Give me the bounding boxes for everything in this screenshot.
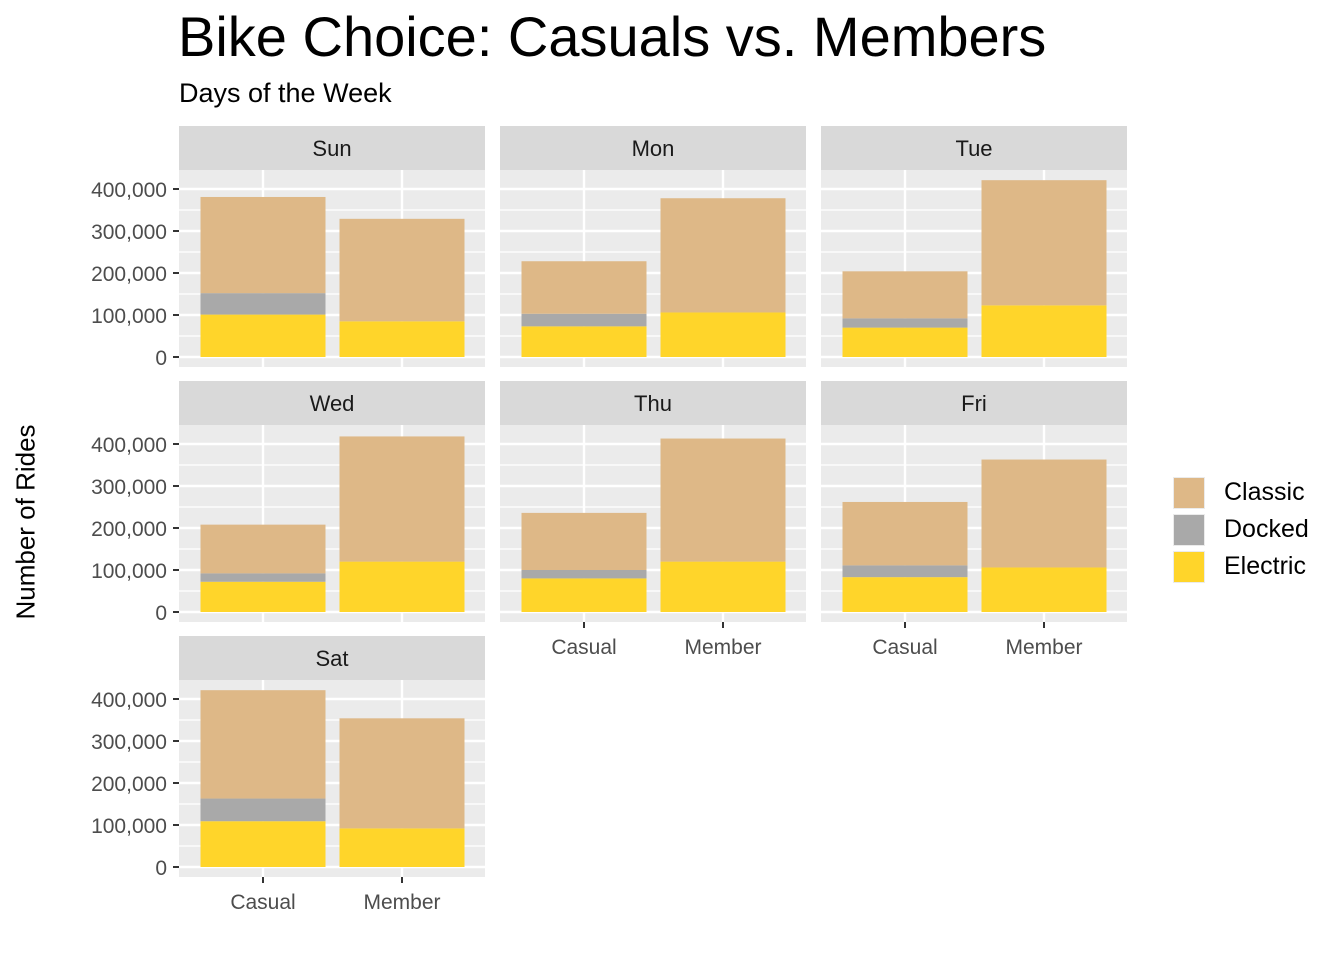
bar-tue-casual-classic: [842, 271, 968, 319]
facet-strip-fri: [821, 381, 1127, 425]
y-tick-label: 200,000: [91, 773, 167, 796]
legend: Classic Docked Electric: [1172, 474, 1309, 585]
bar-thu-casual-classic: [521, 512, 647, 570]
bar-fri-member-classic: [981, 459, 1107, 568]
bar-mon-casual-classic: [521, 261, 647, 314]
x-tick-label: Casual: [230, 891, 295, 914]
facet-label-wed: Wed: [310, 391, 355, 416]
legend-label-electric: Electric: [1224, 552, 1306, 580]
bar-wed-member-electric: [339, 561, 465, 612]
bar-fri-member-electric: [981, 567, 1107, 612]
bar-mon-casual-docked: [521, 313, 647, 327]
facet-label-sun: Sun: [312, 136, 351, 161]
bar-sat-casual-docked: [200, 798, 326, 822]
bar-thu-member-classic: [660, 438, 786, 562]
legend-label-classic: Classic: [1224, 478, 1305, 506]
y-tick-label: 400,000: [91, 434, 167, 457]
legend-swatch-classic: [1172, 475, 1206, 510]
facet-label-mon: Mon: [632, 136, 675, 161]
facet-strip-wed: [179, 381, 485, 425]
y-tick-label: 0: [155, 602, 167, 625]
bar-sun-casual-classic: [200, 196, 326, 294]
facet-label-tue: Tue: [955, 136, 992, 161]
facet-label-thu: Thu: [634, 391, 672, 416]
bar-sun-casual-docked: [200, 293, 326, 315]
y-tick-label: 100,000: [91, 560, 167, 583]
x-tick-label: Member: [684, 636, 761, 659]
bar-sun-casual-electric: [200, 314, 326, 357]
y-tick-label: 0: [155, 857, 167, 880]
facet-strip-mon: [500, 126, 806, 170]
bar-wed-casual-electric: [200, 581, 326, 612]
x-tick-label: Casual: [872, 636, 937, 659]
legend-swatch-docked: [1172, 512, 1206, 547]
bar-tue-member-classic: [981, 180, 1107, 306]
bar-mon-member-classic: [660, 198, 786, 313]
y-tick-label: 0: [155, 347, 167, 370]
bar-tue-casual-docked: [842, 318, 968, 328]
bar-fri-casual-classic: [842, 501, 968, 566]
y-tick-label: 100,000: [91, 305, 167, 328]
y-tick-label: 400,000: [91, 689, 167, 712]
bar-thu-casual-docked: [521, 570, 647, 579]
y-tick-label: 300,000: [91, 221, 167, 244]
bar-sat-member-classic: [339, 718, 465, 829]
bar-tue-casual-electric: [842, 327, 968, 357]
bar-thu-member-electric: [660, 561, 786, 612]
facet-label-fri: Fri: [961, 391, 987, 416]
facet-strip-tue: [821, 126, 1127, 170]
bar-sat-casual-classic: [200, 690, 326, 799]
bar-mon-member-electric: [660, 312, 786, 357]
bar-wed-casual-docked: [200, 573, 326, 582]
y-tick-label: 100,000: [91, 815, 167, 838]
legend-item-classic: Classic: [1172, 474, 1309, 511]
y-tick-label: 300,000: [91, 731, 167, 754]
x-tick-label: Casual: [551, 636, 616, 659]
facet-strip-sun: [179, 126, 485, 170]
bar-fri-casual-docked: [842, 565, 968, 578]
bar-thu-casual-electric: [521, 578, 647, 612]
bar-tue-member-electric: [981, 305, 1107, 357]
bar-wed-member-classic: [339, 436, 465, 562]
legend-swatch-electric: [1172, 549, 1206, 584]
bar-sat-member-electric: [339, 828, 465, 867]
y-tick-label: 300,000: [91, 476, 167, 499]
chart-subtitle: Days of the Week: [179, 78, 392, 108]
bar-sat-casual-electric: [200, 821, 326, 867]
bar-mon-casual-electric: [521, 326, 647, 357]
facet-label-sat: Sat: [315, 646, 348, 671]
chart-title: Bike Choice: Casuals vs. Members: [178, 5, 1047, 68]
bar-sun-member-electric: [339, 321, 465, 357]
facet-strip-thu: [500, 381, 806, 425]
legend-item-docked: Docked: [1172, 511, 1309, 548]
x-tick-label: Member: [1005, 636, 1082, 659]
legend-label-docked: Docked: [1224, 515, 1309, 543]
y-tick-label: 400,000: [91, 179, 167, 202]
bar-fri-casual-electric: [842, 577, 968, 612]
bar-wed-casual-classic: [200, 524, 326, 574]
legend-item-electric: Electric: [1172, 548, 1309, 585]
y-tick-label: 200,000: [91, 263, 167, 286]
bar-sun-member-classic: [339, 218, 465, 322]
x-tick-label: Member: [363, 891, 440, 914]
facet-strip-sat: [179, 636, 485, 680]
y-tick-label: 200,000: [91, 518, 167, 541]
